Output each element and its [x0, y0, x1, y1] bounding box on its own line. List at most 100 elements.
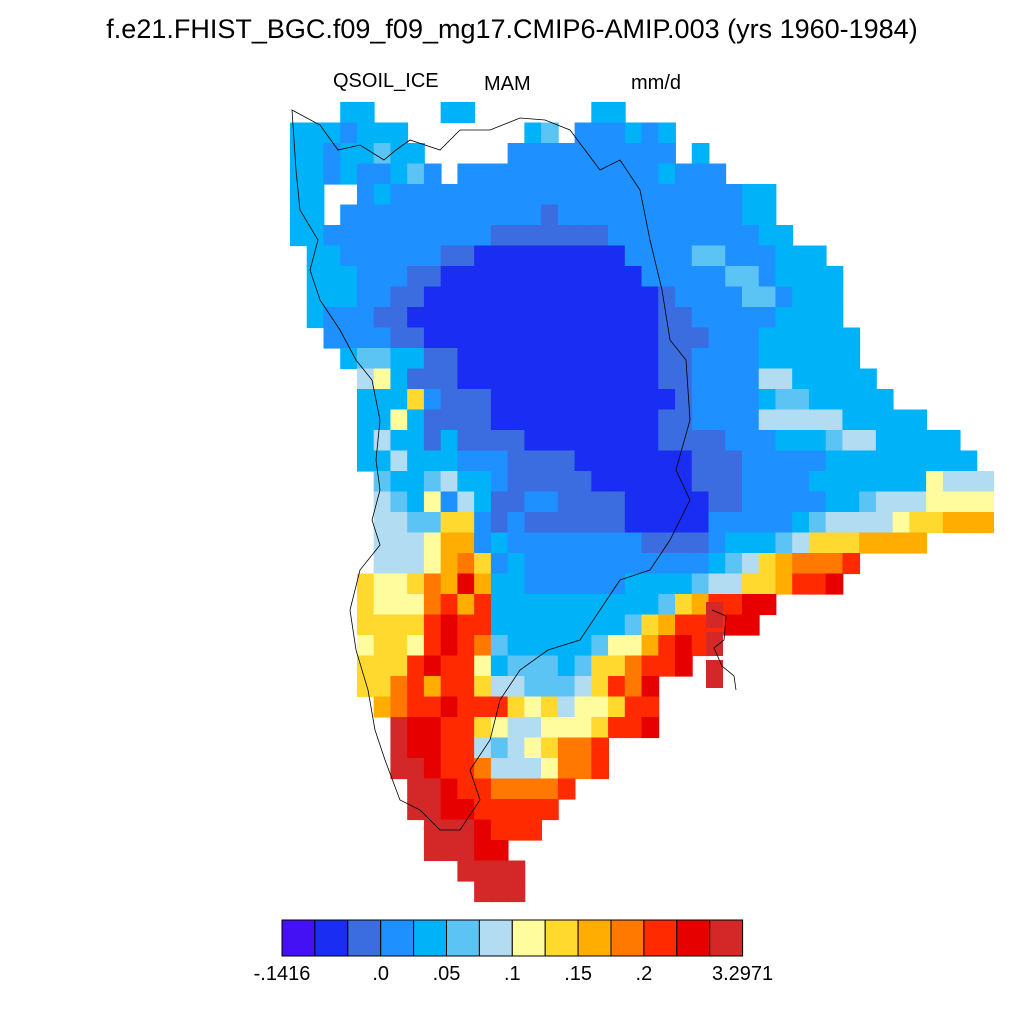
map-cell — [356, 676, 375, 698]
map-cell — [741, 430, 760, 452]
map-cell — [407, 778, 425, 800]
map-cell — [440, 204, 459, 226]
map-cell — [942, 512, 961, 534]
map-cell — [524, 143, 543, 165]
map-cell — [608, 532, 626, 554]
map-cell — [407, 204, 425, 226]
map-cell — [859, 532, 877, 554]
map-cell — [825, 266, 844, 288]
map-cell — [490, 450, 509, 472]
map-cell — [574, 532, 593, 554]
map-cell — [591, 184, 609, 206]
map-cell — [725, 471, 743, 493]
map-cell — [825, 573, 844, 595]
map-cell — [658, 594, 676, 616]
map-cell — [490, 204, 509, 226]
map-cell — [825, 409, 844, 431]
map-cell — [708, 348, 727, 370]
map-cell — [507, 799, 526, 821]
map-cell — [457, 512, 476, 534]
map-cell — [909, 471, 928, 493]
map-cell — [407, 737, 425, 759]
map-cell — [440, 266, 459, 288]
map-cell — [323, 163, 342, 185]
map-cell — [407, 163, 425, 185]
map-cell — [490, 860, 509, 882]
map-cell — [524, 184, 543, 206]
map-cell — [775, 573, 794, 595]
map-cell — [574, 573, 593, 595]
map-cell — [808, 389, 827, 411]
map-cell — [507, 696, 526, 718]
map-cell — [306, 266, 325, 288]
map-cell — [457, 860, 476, 882]
map-cell — [474, 204, 492, 226]
map-cell — [541, 307, 559, 329]
map-cell — [624, 553, 643, 575]
map-cell — [423, 204, 442, 226]
map-cell — [541, 430, 559, 452]
map-cell — [440, 307, 459, 329]
map-cell — [440, 389, 459, 411]
map-cell — [457, 717, 476, 739]
map-cell — [875, 409, 894, 431]
map-cell — [541, 614, 559, 636]
map-cell — [591, 573, 609, 595]
map-cell — [708, 512, 727, 534]
map-cell — [758, 491, 777, 513]
map-cell — [708, 553, 727, 575]
map-cell — [524, 512, 543, 534]
map-cell — [959, 471, 978, 493]
map-cell — [457, 532, 476, 554]
map-cell — [691, 307, 710, 329]
map-cell — [641, 266, 660, 288]
map-cell — [390, 614, 409, 636]
map-cell — [373, 450, 392, 472]
map-cell — [641, 512, 660, 534]
map-cell — [574, 184, 593, 206]
map-cell — [490, 491, 509, 513]
map-cell — [808, 286, 827, 308]
map-cell — [557, 614, 576, 636]
map-cell — [624, 655, 643, 677]
map-cell — [658, 635, 676, 657]
map-cell — [725, 409, 743, 431]
map-cell — [842, 389, 861, 411]
map-cell — [507, 614, 526, 636]
map-cell — [490, 307, 509, 329]
map-cell — [474, 430, 492, 452]
map-cell — [373, 348, 392, 370]
map-cell — [624, 450, 643, 472]
map-cell — [758, 368, 777, 390]
map-cell — [407, 594, 425, 616]
map-cell — [541, 532, 559, 554]
map-cell — [842, 368, 861, 390]
map-cell — [524, 655, 543, 677]
map-cell — [641, 122, 660, 144]
map-cell — [675, 184, 693, 206]
map-cell — [356, 450, 375, 472]
map-cell — [373, 676, 392, 698]
map-cell — [608, 717, 626, 739]
map-cell — [758, 389, 777, 411]
map-cell — [624, 163, 643, 185]
map-cell — [340, 327, 358, 349]
map-cell — [490, 163, 509, 185]
map-cell — [608, 368, 626, 390]
map-cell — [591, 450, 609, 472]
map-cell — [942, 491, 961, 513]
map-cell — [507, 758, 526, 780]
map-cell — [474, 348, 492, 370]
map-cell — [859, 368, 877, 390]
map-cell — [675, 553, 693, 575]
map-cell — [356, 266, 375, 288]
map-cell — [507, 594, 526, 616]
map-cell — [574, 553, 593, 575]
map-cell — [541, 758, 559, 780]
map-cell — [708, 368, 727, 390]
map-cell — [557, 737, 576, 759]
map-cell — [691, 573, 710, 595]
map-cell — [541, 245, 559, 267]
map-cell — [658, 491, 676, 513]
map-cell — [557, 655, 576, 677]
